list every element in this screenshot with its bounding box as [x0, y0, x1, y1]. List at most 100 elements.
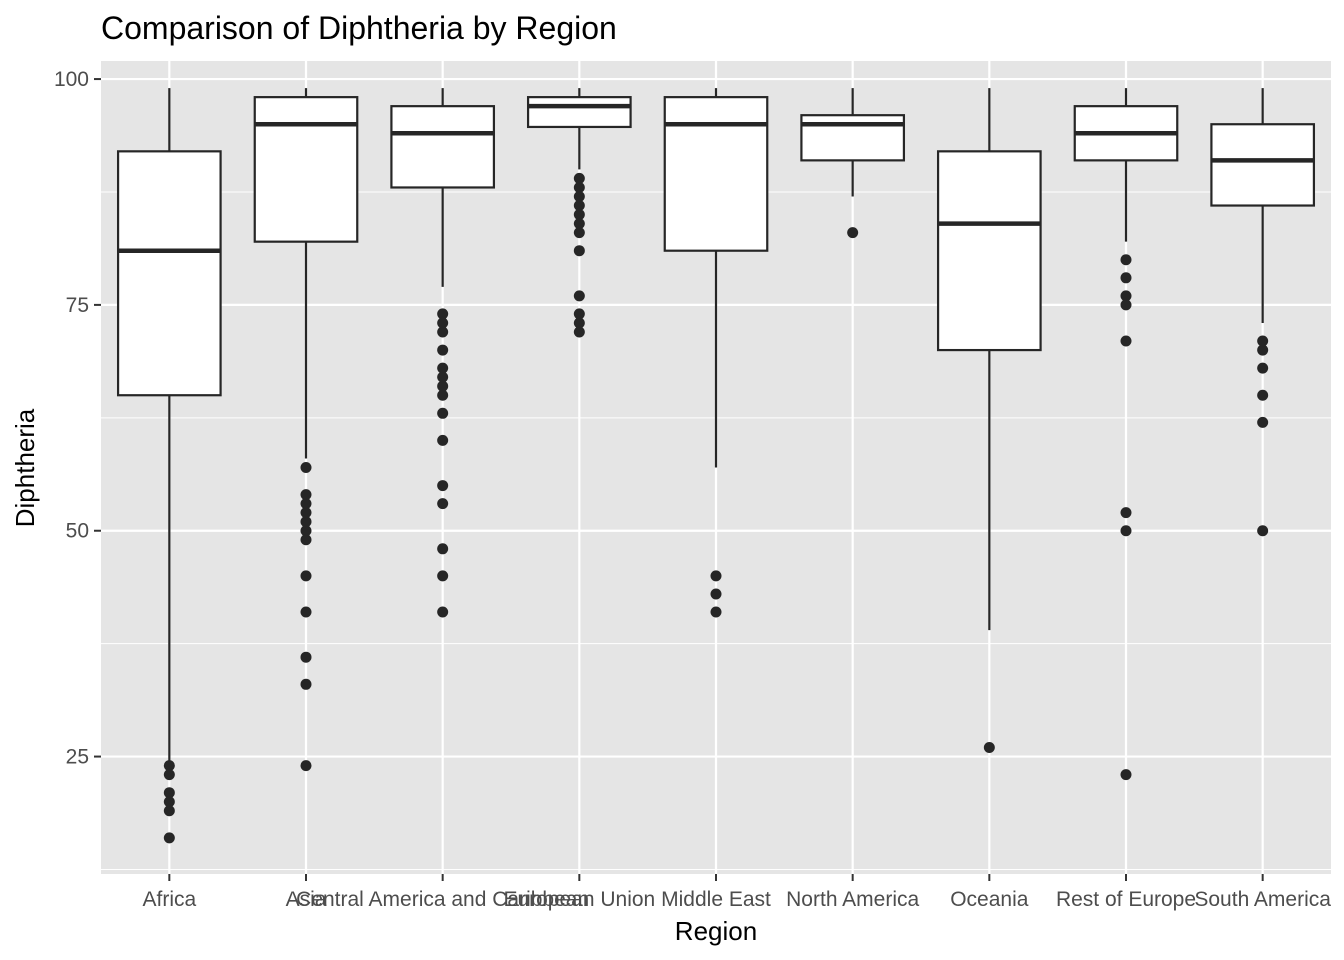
y-tick-label: 25	[66, 746, 89, 769]
outlier-point	[847, 227, 859, 239]
x-axis-title: Region	[675, 916, 757, 946]
outlier-point	[1120, 299, 1132, 311]
outlier-point	[163, 787, 175, 799]
outlier-point	[573, 200, 585, 212]
outlier-point	[573, 172, 585, 184]
outlier-point	[983, 742, 995, 754]
y-tick-label: 50	[66, 520, 89, 543]
iqr-box	[253, 96, 359, 243]
y-tick-label: 75	[66, 294, 89, 317]
outlier-point	[300, 570, 312, 582]
outlier-point	[1120, 254, 1132, 266]
outlier-point	[437, 498, 449, 510]
outlier-point	[300, 516, 312, 528]
box-9	[1210, 88, 1316, 537]
outlier-point	[710, 570, 722, 582]
outlier-point	[437, 570, 449, 582]
outlier-point	[437, 308, 449, 320]
outlier-point	[1120, 769, 1132, 781]
outlier-point	[573, 326, 585, 338]
outlier-point	[573, 191, 585, 202]
outlier-point	[300, 606, 312, 618]
box-2	[253, 88, 359, 772]
outlier-point	[163, 769, 175, 781]
outlier-point	[437, 389, 449, 401]
outlier-point	[573, 245, 585, 257]
outlier-point	[163, 832, 175, 844]
x-tick-label: Middle East	[661, 888, 771, 911]
outlier-point	[573, 290, 585, 302]
outlier-point	[437, 407, 449, 419]
x-tick-label: Asia	[286, 888, 327, 911]
outlier-point	[163, 760, 175, 772]
x-tick-label: European Union	[503, 888, 655, 911]
outlier-point	[573, 317, 585, 329]
outlier-point	[573, 227, 585, 239]
x-tick-label: Rest of Europe	[1056, 888, 1196, 911]
x-tick-label: North America	[786, 888, 919, 911]
outlier-point	[437, 543, 449, 555]
outlier-point	[300, 651, 312, 663]
outlier-point	[300, 534, 312, 546]
outlier-point	[1257, 344, 1269, 356]
outlier-point	[300, 760, 312, 772]
outlier-point	[300, 507, 312, 519]
outlier-point	[1257, 416, 1269, 428]
outlier-point	[710, 588, 722, 600]
x-tick-label: Central America and Caribbean	[296, 888, 589, 911]
outlier-point	[300, 498, 312, 510]
outlier-point	[300, 525, 312, 537]
outlier-point	[1257, 362, 1269, 374]
outlier-point	[163, 805, 175, 817]
x-tick-label: South America	[1194, 888, 1331, 911]
iqr-box	[800, 114, 906, 162]
outlier-point	[1120, 507, 1132, 519]
box-5	[663, 88, 769, 618]
outlier-point	[573, 209, 585, 221]
box-7	[936, 88, 1042, 754]
y-tick-label: 100	[54, 68, 89, 91]
y-axis-title: Diphtheria	[10, 408, 40, 527]
box-6	[800, 88, 906, 239]
outlier-point	[300, 462, 312, 473]
box-4	[526, 88, 632, 338]
outlier-point	[300, 489, 312, 501]
outlier-point	[437, 317, 449, 329]
outlier-point	[437, 480, 449, 492]
outlier-point	[1257, 335, 1269, 347]
outlier-point	[437, 326, 449, 338]
iqr-box	[116, 150, 222, 397]
outlier-point	[437, 362, 449, 374]
box-series	[116, 88, 1316, 844]
outlier-point	[300, 678, 312, 690]
outlier-point	[710, 606, 722, 618]
outlier-point	[1120, 290, 1132, 302]
outlier-point	[1120, 525, 1132, 537]
outlier-point	[573, 308, 585, 320]
outlier-point	[1257, 525, 1269, 537]
outlier-point	[437, 344, 449, 356]
box-8	[1073, 88, 1179, 781]
outlier-point	[1120, 272, 1132, 284]
chart-title: Comparison of Diphtheria by Region	[101, 10, 617, 46]
outlier-point	[573, 181, 585, 193]
iqr-box	[663, 96, 769, 252]
iqr-box	[1210, 123, 1316, 207]
iqr-box	[390, 105, 496, 189]
iqr-box	[936, 150, 1042, 352]
outlier-point	[1257, 389, 1269, 401]
x-tick-label: Oceania	[950, 888, 1029, 911]
outlier-point	[1120, 335, 1132, 347]
x-tick-label: Africa	[142, 888, 196, 911]
outlier-point	[437, 371, 449, 383]
outlier-point	[163, 796, 175, 808]
y-axis: 25 50 75 100	[54, 68, 101, 769]
outlier-point	[437, 606, 449, 618]
outlier-point	[437, 434, 449, 446]
outlier-point	[573, 218, 585, 230]
box-3	[390, 88, 496, 618]
iqr-box	[526, 96, 632, 129]
box-1	[116, 88, 222, 844]
